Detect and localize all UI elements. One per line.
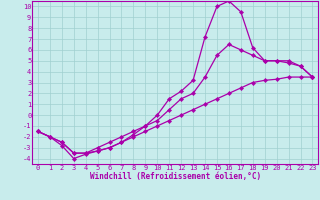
X-axis label: Windchill (Refroidissement éolien,°C): Windchill (Refroidissement éolien,°C) bbox=[90, 172, 261, 181]
